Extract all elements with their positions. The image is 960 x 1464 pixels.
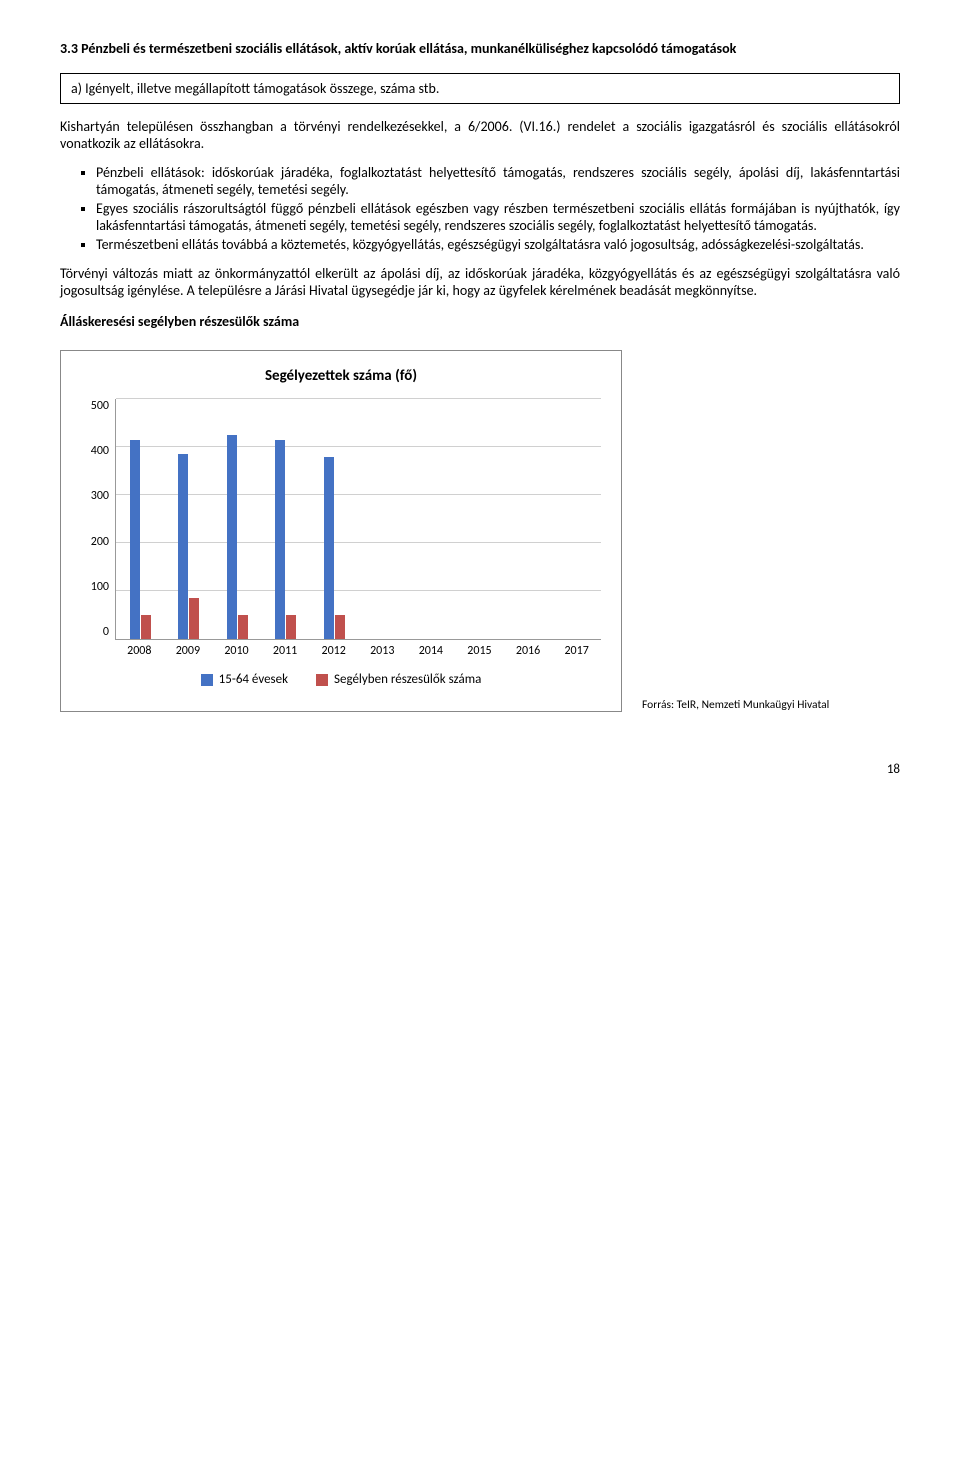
year-column (310, 399, 359, 639)
y-tick: 500 (81, 399, 109, 413)
x-label: 2015 (455, 644, 504, 658)
para-2: Törvényi változás miatt az önkormányzatt… (60, 265, 900, 299)
bar-blue (227, 435, 237, 639)
y-tick: 200 (81, 535, 109, 549)
page-number: 18 (60, 762, 900, 777)
year-column (504, 399, 553, 639)
para-1: Kishartyán településen összhangban a tör… (60, 118, 900, 152)
legend-label: Segélyben részesülők száma (334, 672, 481, 687)
bar-blue (324, 457, 334, 639)
subheading: Álláskeresési segélyben részesülők száma (60, 313, 900, 330)
bar-red (335, 615, 345, 639)
year-column (262, 399, 311, 639)
year-column (165, 399, 214, 639)
bar-red (141, 615, 151, 639)
bullet-item: Pénzbeli ellátások: időskorúak járadéka,… (96, 164, 900, 198)
legend-label: 15-64 évesek (219, 672, 288, 687)
bar-blue (130, 440, 140, 639)
x-label: 2013 (358, 644, 407, 658)
year-column (213, 399, 262, 639)
x-label: 2009 (164, 644, 213, 658)
x-label: 2017 (552, 644, 601, 658)
swatch-blue (201, 674, 213, 686)
y-tick: 0 (81, 625, 109, 639)
chart-title: Segélyezettek száma (fő) (81, 367, 601, 385)
x-label: 2014 (407, 644, 456, 658)
year-column (553, 399, 602, 639)
x-label: 2008 (115, 644, 164, 658)
section-title: 3.3 Pénzbeli és természetbeni szociális … (60, 40, 900, 57)
chart: Segélyezettek száma (fő) 500 400 300 200… (60, 350, 622, 712)
legend-item-blue: 15-64 évesek (201, 672, 288, 687)
year-column (359, 399, 408, 639)
year-column (116, 399, 165, 639)
bullet-item: Egyes szociális rászorultságtól függő pé… (96, 200, 900, 234)
x-label: 2012 (309, 644, 358, 658)
bar-red (189, 598, 199, 639)
x-label: 2010 (212, 644, 261, 658)
year-column (407, 399, 456, 639)
y-tick: 400 (81, 444, 109, 458)
plot-area (115, 399, 601, 640)
x-axis: 2008200920102011201220132014201520162017 (115, 644, 601, 658)
bar-red (238, 615, 248, 639)
legend: 15-64 évesek Segélyben részesülők száma (81, 672, 601, 687)
box-a: a) Igényelt, illetve megállapított támog… (60, 73, 900, 104)
bar-blue (275, 440, 285, 639)
bullet-list: Pénzbeli ellátások: időskorúak járadéka,… (60, 164, 900, 253)
x-label: 2011 (261, 644, 310, 658)
y-axis: 500 400 300 200 100 0 (81, 399, 109, 639)
source-text: Forrás: TeIR, Nemzeti Munkaügyi Hivatal (642, 698, 892, 712)
year-column (456, 399, 505, 639)
bar-red (286, 615, 296, 639)
y-tick: 100 (81, 580, 109, 594)
legend-item-red: Segélyben részesülők száma (316, 672, 481, 687)
swatch-red (316, 674, 328, 686)
x-label: 2016 (504, 644, 553, 658)
bullet-item: Természetbeni ellátás továbbá a köztemet… (96, 236, 900, 253)
y-tick: 300 (81, 489, 109, 503)
bar-blue (178, 454, 188, 639)
